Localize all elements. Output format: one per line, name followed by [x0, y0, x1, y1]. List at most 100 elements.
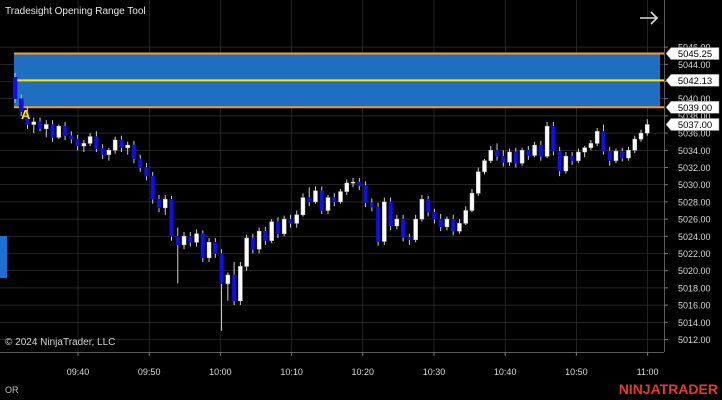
candle: [645, 119, 650, 136]
candle: [175, 227, 181, 284]
candle: [607, 146, 612, 166]
candle-body-up: [44, 124, 49, 130]
candle-body-down: [169, 199, 174, 237]
candle: [50, 120, 55, 142]
candle: [238, 262, 243, 306]
candle-body-down: [288, 218, 293, 224]
candle: [188, 232, 193, 247]
candle: [407, 233, 412, 245]
candle-body-up: [325, 197, 331, 211]
candle-body-up: [413, 218, 418, 240]
candle-body-up: [269, 221, 274, 241]
candle-body-up: [81, 143, 87, 147]
candle: [213, 238, 218, 258]
price-tick-label: 5018.00: [678, 283, 711, 293]
candle: [75, 134, 80, 151]
candle-body-up: [576, 151, 581, 161]
time-tick-label: 09:40: [67, 367, 90, 377]
price-tick-label: 5020.00: [678, 266, 711, 276]
candle-body-up: [112, 139, 118, 151]
candle: [219, 249, 224, 331]
candle-body-down: [231, 274, 237, 302]
candle: [469, 189, 475, 213]
candle: [344, 179, 350, 196]
candle-body-down: [494, 150, 500, 157]
candle-body-up: [594, 131, 600, 144]
candle: [400, 214, 406, 242]
candle: [313, 186, 318, 204]
marker-letter-a: A: [21, 107, 31, 122]
candle: [394, 214, 400, 230]
candle-body-up: [632, 138, 637, 151]
candle-body-up: [300, 197, 306, 216]
candle-body-up: [382, 201, 387, 242]
candle-body-down: [369, 202, 375, 208]
time-axis-divider: [0, 352, 664, 353]
candle: [306, 187, 312, 207]
price-tag-shape: [665, 74, 720, 87]
indicator-label-or: OR: [5, 385, 19, 395]
price-tag-text: 5037.00: [678, 120, 712, 131]
candle-body-up: [482, 160, 487, 173]
candle-body-down: [69, 135, 74, 140]
candle-body-up: [125, 144, 130, 148]
candle: [281, 215, 287, 237]
candle: [81, 139, 87, 153]
price-tick-label: 5028.00: [678, 197, 711, 207]
price-tick-label: 5036.00: [678, 129, 711, 139]
candle: [613, 148, 619, 164]
candle: [350, 177, 356, 188]
candle: [444, 216, 450, 231]
candle: [56, 124, 62, 140]
candle-body-down: [357, 181, 362, 186]
candle-body-up: [507, 151, 512, 163]
candle: [31, 117, 37, 134]
candle-body-down: [131, 144, 137, 160]
candle-body-down: [12, 76, 18, 99]
candle-body-up: [181, 236, 187, 246]
candle: [332, 193, 337, 207]
candle-body-up: [344, 182, 350, 192]
candle: [37, 117, 43, 132]
candle-body-up: [469, 193, 475, 211]
candle-body-down: [526, 150, 531, 156]
candle-body-up: [613, 150, 619, 161]
scroll-right-arrow-icon[interactable]: [640, 11, 659, 25]
candle: [450, 214, 456, 236]
candle: [569, 152, 575, 165]
candle-body-down: [250, 237, 256, 250]
candle: [300, 193, 306, 217]
candle: [162, 195, 168, 215]
price-tag-text: 5039.00: [678, 103, 712, 114]
candle: [482, 158, 487, 175]
candle: [388, 197, 393, 231]
candle-body-down: [75, 138, 80, 147]
time-tick-label: 10:50: [565, 367, 588, 377]
candle-body-down: [200, 233, 206, 259]
price-tag-or-mid: 5042.13: [665, 74, 720, 87]
candle-body-up: [457, 223, 462, 232]
candle: [457, 219, 462, 234]
candle: [507, 148, 512, 166]
candle: [244, 234, 249, 271]
candle-body-up: [488, 150, 494, 161]
candle: [601, 124, 606, 155]
time-axis[interactable]: 09:40 09:50 10:00 10:10 10:20 10:30 10:40 10:50…: [67, 352, 659, 377]
candle-body-up: [338, 191, 343, 203]
candle: [250, 233, 256, 254]
candle-body-down: [400, 218, 406, 238]
candle: [62, 121, 68, 140]
candle: [294, 210, 299, 228]
candle-body-down: [513, 151, 519, 164]
candle-body-down: [332, 197, 337, 203]
candle: [375, 202, 381, 246]
candle: [263, 226, 268, 245]
candle: [87, 133, 93, 146]
candle: [200, 230, 206, 263]
candle-body-down: [363, 185, 368, 204]
side-panel-tab[interactable]: [0, 236, 7, 278]
candle-body-up: [588, 143, 594, 148]
price-tick-label: 5038.00: [678, 111, 711, 121]
candle: [150, 171, 155, 204]
